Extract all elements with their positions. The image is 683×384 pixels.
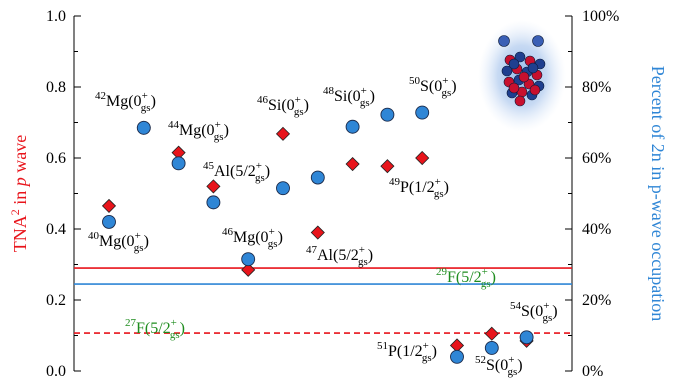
occupation-point xyxy=(345,119,360,134)
nucleus-label-f27: 27F(5/2+ gs) xyxy=(125,317,185,341)
left-axis-title: TNA2 in p wave xyxy=(8,135,30,253)
occupation-point xyxy=(415,105,430,120)
tna-point xyxy=(415,150,430,166)
occupation-point xyxy=(102,214,116,229)
occupation-point xyxy=(450,349,464,364)
nucleon-ball xyxy=(501,65,513,77)
left-tick-label: 0.8 xyxy=(46,79,66,96)
tna-point xyxy=(310,225,325,240)
nucleus-label-s52: 52S(0+ gs) xyxy=(475,354,523,378)
nucleus-label-mg42: 42Mg(0+ gs) xyxy=(95,90,156,114)
right-tick-label: 20% xyxy=(582,292,611,309)
tna-point xyxy=(345,156,360,172)
occupation-point xyxy=(310,170,325,185)
nucleus-cluster-icon xyxy=(478,20,566,132)
nucleon-ball xyxy=(514,95,526,107)
nucleon-ball xyxy=(514,51,526,63)
nucleus-label-s50: 50S(0+ gs) xyxy=(409,75,457,99)
nucleon-ball xyxy=(527,62,539,74)
right-tick-label: 100% xyxy=(582,8,619,25)
occupation-point xyxy=(241,252,256,267)
nucleus-label-al47: 47Al(5/2+ gs) xyxy=(306,244,373,268)
occupation-point xyxy=(484,340,499,355)
nucleus-label-p49: 49P(1/2+ gs) xyxy=(389,176,449,200)
tna-point xyxy=(380,159,395,174)
nucleus-label-mg40: 40Mg(0+ gs) xyxy=(88,230,149,254)
right-tick-label: 0% xyxy=(582,363,603,379)
left-tick-label: 0.6 xyxy=(46,150,66,167)
left-tick-label: 0.4 xyxy=(46,221,66,238)
nucleon-ball xyxy=(508,82,520,94)
nucleus-label-si48: 48Si(0+ gs) xyxy=(323,85,375,109)
nucleon-ball xyxy=(508,58,520,70)
left-tick-label: 1.0 xyxy=(46,8,66,25)
nucleus-label-p51: 51P(1/2+ gs) xyxy=(377,340,437,364)
occupation-point xyxy=(276,181,290,196)
occupation-point xyxy=(171,156,186,171)
right-tick-label: 60% xyxy=(582,150,611,167)
occupation-point xyxy=(206,195,221,210)
occupation-point xyxy=(380,107,395,122)
occupation-point xyxy=(136,120,151,135)
left-tick-label: 0.2 xyxy=(46,292,66,309)
tna-point xyxy=(241,262,256,277)
nucleus-label-s54: 54S(0+ gs) xyxy=(510,300,558,324)
nucleus-label-mg44: 44Mg(0+ gs) xyxy=(168,119,229,143)
right-axis-title: Percent of 2n in p-wave occupation xyxy=(648,66,668,321)
nucleus-label-mg46: 46Mg(0+ gs) xyxy=(222,226,283,250)
nucleus-label-si46: 46Si(0+ gs) xyxy=(257,94,309,118)
tna-point xyxy=(484,326,499,341)
nucleon-ball xyxy=(529,84,541,96)
nucleon-ball xyxy=(518,71,530,83)
tna-point xyxy=(101,198,117,213)
tna-point xyxy=(275,126,291,141)
tna-point xyxy=(206,179,221,194)
occupation-point xyxy=(519,330,534,345)
left-tick-label: 0.0 xyxy=(46,363,66,379)
halo-neutron xyxy=(532,35,544,47)
right-tick-label: 80% xyxy=(582,79,611,96)
right-tick-label: 40% xyxy=(582,221,611,238)
halo-neutron xyxy=(498,35,510,47)
nucleus-label-al45: 45Al(5/2+ gs) xyxy=(203,160,270,184)
nucleus-label-f29: 29F(5/2+ gs) xyxy=(436,266,496,290)
